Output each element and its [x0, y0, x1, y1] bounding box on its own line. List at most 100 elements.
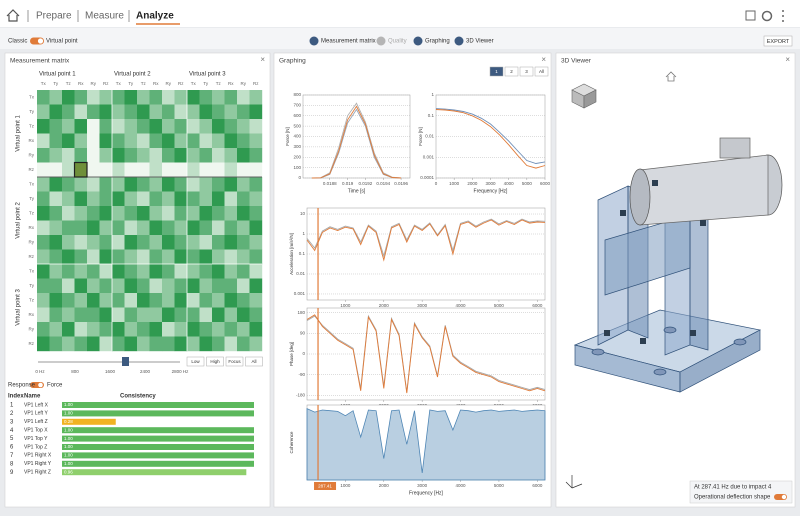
matrix-cell[interactable]: [74, 336, 88, 352]
matrix-cell[interactable]: [237, 191, 250, 207]
matrix-cell[interactable]: [237, 220, 250, 236]
matrix-cell[interactable]: [124, 293, 138, 308]
matrix-cell[interactable]: [87, 220, 100, 236]
matrix-cell[interactable]: [112, 206, 125, 221]
matrix-cell[interactable]: [49, 191, 63, 207]
matrix-cell[interactable]: [37, 133, 50, 149]
matrix-cell[interactable]: [124, 322, 138, 337]
matrix-cell[interactable]: [112, 133, 125, 149]
matrix-cell[interactable]: [174, 104, 188, 120]
matrix-cell[interactable]: [149, 278, 163, 294]
matrix-cell[interactable]: [37, 249, 50, 265]
matrix-cell[interactable]: [74, 191, 88, 207]
matrix-cell[interactable]: [87, 119, 100, 134]
matrix-cell[interactable]: [224, 264, 238, 279]
matrix-cell[interactable]: [249, 307, 263, 323]
matrix-cell[interactable]: [212, 104, 225, 120]
matrix-cell[interactable]: [149, 191, 163, 207]
matrix-cell[interactable]: [187, 177, 200, 192]
matrix-cell[interactable]: [162, 220, 175, 236]
more-icon[interactable]: [782, 10, 784, 22]
matrix-cell[interactable]: [212, 336, 225, 352]
matrix-cell[interactable]: [87, 162, 100, 178]
matrix-cell[interactable]: [149, 177, 163, 192]
matrix-cell[interactable]: [162, 336, 175, 352]
matrix-cell[interactable]: [49, 104, 63, 120]
matrix-cell[interactable]: [187, 90, 200, 105]
matrix-cell[interactable]: [149, 293, 163, 308]
matrix-cell[interactable]: [162, 278, 175, 294]
matrix-cell[interactable]: [87, 264, 100, 279]
matrix-cell[interactable]: [249, 191, 263, 207]
matrix-cell[interactable]: [224, 278, 238, 294]
nav-item[interactable]: Analyze: [136, 11, 174, 22]
matrix-cell[interactable]: [62, 322, 75, 337]
matrix-cell[interactable]: [237, 206, 250, 221]
matrix-cell[interactable]: [174, 191, 188, 207]
matrix-cell[interactable]: [237, 264, 250, 279]
matrix-cell[interactable]: [237, 177, 250, 192]
tab[interactable]: Graphing: [425, 39, 450, 45]
matrix-cell[interactable]: [74, 90, 88, 105]
matrix-cell[interactable]: [74, 133, 88, 149]
matrix-cell[interactable]: [87, 278, 100, 294]
plot-button[interactable]: [519, 66, 534, 77]
matrix-cell[interactable]: [99, 264, 113, 279]
matrix-cell[interactable]: [212, 148, 225, 163]
matrix-cell[interactable]: [162, 322, 175, 337]
home-icon[interactable]: [6, 9, 20, 22]
matrix-cell[interactable]: [62, 249, 75, 265]
matrix-cell[interactable]: [187, 278, 200, 294]
matrix-cell[interactable]: [112, 249, 125, 265]
matrix-cell[interactable]: [249, 119, 263, 134]
matrix-cell[interactable]: [199, 293, 213, 308]
matrix-cell[interactable]: [224, 148, 238, 163]
matrix-cell[interactable]: [224, 104, 238, 120]
panel-menu[interactable]: ×: [541, 55, 546, 64]
matrix-cell[interactable]: [224, 235, 238, 250]
matrix-cell[interactable]: [237, 148, 250, 163]
matrix-cell[interactable]: [99, 191, 113, 207]
matrix-cell[interactable]: [112, 336, 125, 352]
matrix-cell[interactable]: [49, 278, 63, 294]
matrix-cell[interactable]: [174, 177, 188, 192]
matrix-cell[interactable]: [37, 119, 50, 134]
range-button[interactable]: [186, 356, 205, 367]
matrix-cell[interactable]: [199, 206, 213, 221]
matrix-cell[interactable]: [62, 104, 75, 120]
matrix-cell[interactable]: [49, 162, 63, 178]
matrix-cell[interactable]: [199, 90, 213, 105]
matrix-cell[interactable]: [149, 104, 163, 120]
matrix-cell[interactable]: [37, 264, 50, 279]
matrix-cell[interactable]: [37, 278, 50, 294]
matrix-cell[interactable]: [137, 235, 150, 250]
matrix-cell[interactable]: [99, 307, 113, 323]
matrix-cell[interactable]: [162, 148, 175, 163]
matrix-cell[interactable]: [187, 235, 200, 250]
matrix-cell[interactable]: [62, 235, 75, 250]
matrix-cell[interactable]: [112, 293, 125, 308]
matrix-cell[interactable]: [87, 336, 100, 352]
matrix-cell[interactable]: [249, 322, 263, 337]
matrix-cell[interactable]: [137, 307, 150, 323]
matrix-cell[interactable]: [124, 336, 138, 352]
matrix-cell[interactable]: [99, 162, 113, 178]
matrix-cell[interactable]: [174, 206, 188, 221]
save-icon[interactable]: [745, 10, 756, 21]
matrix-cell[interactable]: [124, 307, 138, 323]
matrix-cell[interactable]: [249, 162, 263, 178]
matrix-cell[interactable]: [162, 119, 175, 134]
matrix-cell[interactable]: [74, 235, 88, 250]
matrix-cell[interactable]: [87, 249, 100, 265]
matrix-cell[interactable]: [224, 119, 238, 134]
matrix-cell[interactable]: [249, 177, 263, 192]
matrix-cell[interactable]: [37, 235, 50, 250]
tab[interactable]: Measurement matrix: [321, 39, 376, 45]
tab[interactable]: 3D Viewer: [466, 39, 494, 45]
matrix-cell[interactable]: [224, 206, 238, 221]
matrix-cell[interactable]: [124, 264, 138, 279]
matrix-cell[interactable]: [74, 220, 88, 236]
matrix-cell[interactable]: [49, 307, 63, 323]
matrix-cell[interactable]: [187, 249, 200, 265]
matrix-cell[interactable]: [49, 235, 63, 250]
